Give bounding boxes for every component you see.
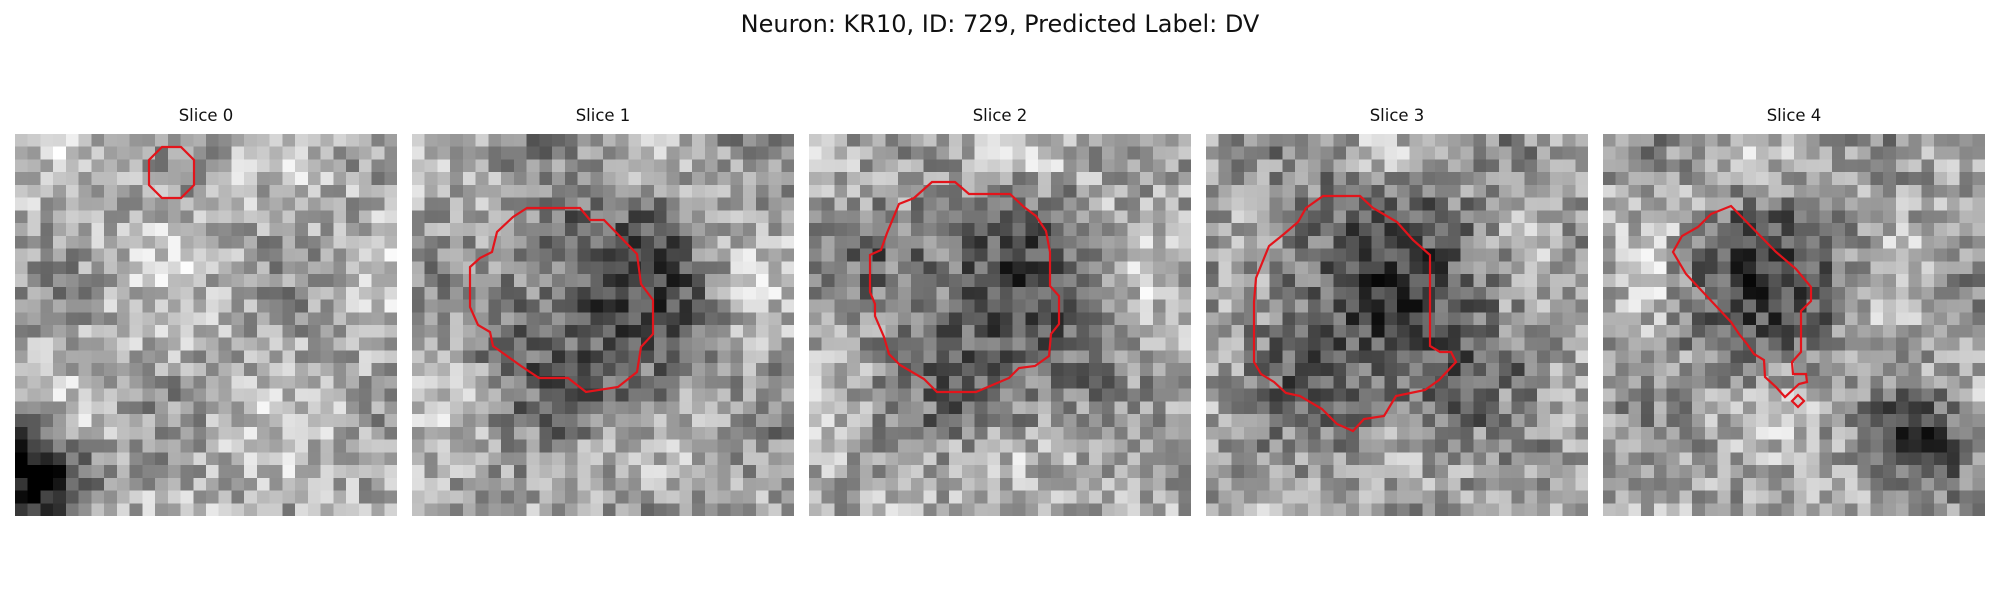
neuron-contour-0 [147, 145, 196, 200]
slice-title-3: Slice 3 [1369, 106, 1425, 125]
contour-overlay-2 [868, 180, 1061, 394]
slice-image-4 [1603, 134, 1985, 516]
figure-title: Neuron: KR10, ID: 729, Predicted Label: … [740, 10, 1260, 38]
slice-image-1 [412, 134, 794, 516]
slice-image-0 [15, 134, 397, 516]
contour-overlay-0 [147, 145, 196, 200]
slice-panel-1: Slice 1 [412, 106, 794, 516]
neuron-contour-1 [468, 206, 655, 394]
neuron-contour-fragment-4 [1790, 393, 1806, 409]
neuron-contour-3 [1252, 194, 1458, 433]
contour-overlay-1 [468, 206, 655, 394]
slice-title-2: Slice 2 [972, 106, 1028, 125]
slice-panel-2: Slice 2 [809, 106, 1191, 516]
slice-panel-3: Slice 3 [1206, 106, 1588, 516]
neuron-contour-2 [868, 180, 1061, 394]
contour-overlay-3 [1252, 194, 1458, 433]
slice-title-1: Slice 1 [575, 106, 631, 125]
contour-overlay-4 [1671, 204, 1813, 409]
slice-image-3 [1206, 134, 1588, 516]
slice-panel-4: Slice 4 [1603, 106, 1985, 516]
slice-title-0: Slice 0 [178, 106, 234, 125]
slice-image-2 [809, 134, 1191, 516]
slice-panel-0: Slice 0 [15, 106, 397, 516]
neuron-contour-4 [1671, 204, 1813, 399]
slice-title-4: Slice 4 [1766, 106, 1822, 125]
